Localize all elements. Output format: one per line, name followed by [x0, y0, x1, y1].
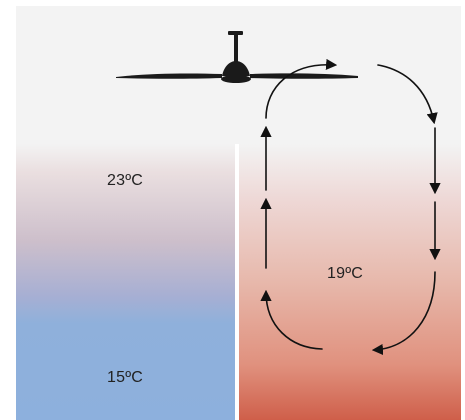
ceiling-fan-icon: [116, 31, 358, 83]
airflow-arrows: [260, 58, 441, 356]
left-room-gradient: [16, 144, 235, 420]
temperature-label-warm: 23ºC: [107, 172, 143, 189]
airflow-arrow-icon: [265, 58, 338, 119]
airflow-arrow-icon: [377, 64, 438, 125]
right-room-gradient: [239, 144, 461, 420]
temperature-label-cool: 15ºC: [107, 369, 143, 386]
airflow-arrow-icon: [260, 289, 323, 350]
room-divider: [235, 144, 239, 420]
airflow-arrow-icon: [371, 271, 436, 356]
temperature-label-circulating: 19ºC: [327, 265, 363, 282]
